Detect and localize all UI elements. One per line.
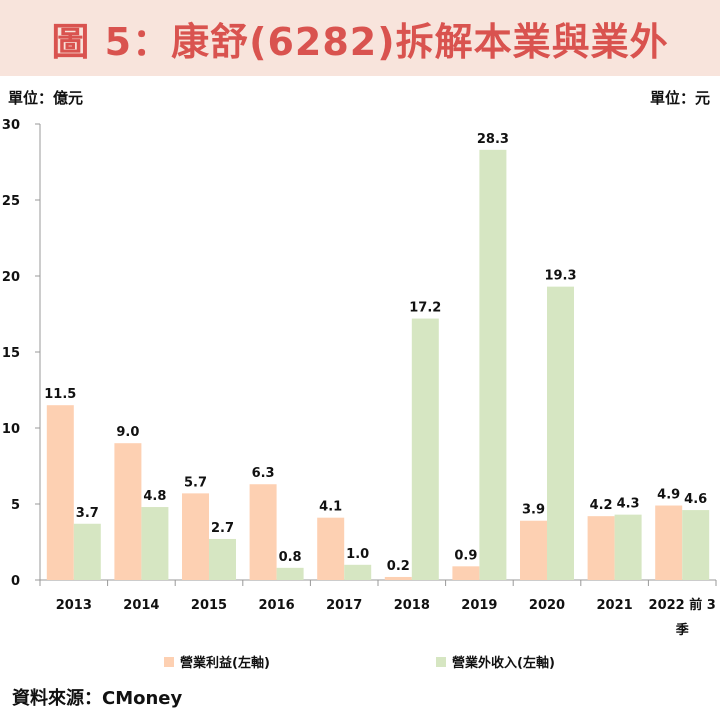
x-tick-label: 2021 bbox=[597, 598, 633, 613]
y-tick-label: 15 bbox=[2, 346, 20, 361]
x-tick-label: 2016 bbox=[259, 598, 295, 613]
data-label: 0.9 bbox=[454, 548, 477, 563]
bar-operating-income bbox=[587, 516, 615, 580]
data-label: 3.7 bbox=[76, 506, 99, 521]
bar-operating-income bbox=[317, 517, 345, 580]
data-label: 0.2 bbox=[387, 559, 410, 574]
legend-swatch-operating-income bbox=[164, 656, 174, 667]
legend-item-non-operating-income: 營業外收入(左軸) bbox=[436, 652, 555, 671]
legend-label-operating-income: 營業利益(左軸) bbox=[180, 656, 270, 671]
y-tick-label: 10 bbox=[2, 422, 20, 437]
legend-swatch-non-operating-income bbox=[436, 656, 446, 667]
data-label: 3.9 bbox=[522, 503, 545, 518]
bar-operating-income bbox=[452, 566, 480, 580]
data-label: 17.2 bbox=[409, 301, 441, 316]
y-tick-label: 30 bbox=[2, 118, 20, 133]
bar-non-operating-income bbox=[209, 538, 236, 580]
data-label: 4.8 bbox=[143, 489, 166, 504]
bar-operating-income bbox=[182, 493, 209, 580]
y-tick-label: 25 bbox=[2, 194, 20, 209]
bar-non-operating-income bbox=[141, 507, 169, 580]
left-axis-unit: 單位：億元 bbox=[8, 89, 84, 107]
y-tick-label: 20 bbox=[2, 270, 20, 285]
source-note: 資料來源：CMoney bbox=[12, 688, 183, 709]
chart-title: 圖 5：康舒(6282)拆解本業與業外 bbox=[51, 19, 669, 64]
data-label: 4.2 bbox=[590, 498, 613, 513]
x-tick-label: 2019 bbox=[461, 598, 497, 613]
x-tick-label: 2022 前 3 bbox=[649, 597, 716, 613]
x-tick-label: 2013 bbox=[56, 598, 92, 613]
bar-operating-income bbox=[384, 576, 412, 580]
data-label: 4.6 bbox=[684, 492, 707, 507]
bar-non-operating-income bbox=[614, 514, 642, 580]
x-tick-label: 季 bbox=[675, 622, 689, 638]
data-label: 6.3 bbox=[252, 466, 275, 481]
data-label: 2.7 bbox=[211, 521, 234, 536]
bar-non-operating-income bbox=[344, 564, 372, 580]
bar-non-operating-income bbox=[682, 510, 710, 580]
bar-operating-income bbox=[46, 405, 74, 580]
data-label: 4.1 bbox=[319, 500, 342, 515]
x-tick-label: 2020 bbox=[529, 598, 565, 613]
legend-label-non-operating-income: 營業外收入(左軸) bbox=[452, 656, 555, 671]
x-tick-label: 2014 bbox=[123, 598, 159, 613]
bar-operating-income bbox=[249, 484, 277, 580]
x-tick-label: 2017 bbox=[326, 598, 362, 613]
legend-item-operating-income: 營業利益(左軸) bbox=[164, 652, 270, 671]
right-axis-unit: 單位：元 bbox=[649, 89, 710, 107]
bar-operating-income bbox=[655, 505, 683, 580]
bar-non-operating-income bbox=[547, 286, 574, 580]
data-label: 11.5 bbox=[44, 387, 76, 402]
x-tick-label: 2018 bbox=[394, 598, 430, 613]
data-label: 19.3 bbox=[544, 269, 576, 284]
bar-non-operating-income bbox=[276, 567, 304, 580]
data-label: 0.8 bbox=[279, 550, 302, 565]
bar-operating-income bbox=[114, 443, 142, 580]
x-tick-label: 2015 bbox=[191, 598, 227, 613]
data-label: 28.3 bbox=[477, 132, 509, 147]
data-label: 4.9 bbox=[657, 488, 680, 503]
data-label: 5.7 bbox=[184, 475, 207, 490]
bar-non-operating-income bbox=[411, 318, 439, 580]
bar-non-operating-income bbox=[479, 149, 507, 580]
data-label: 1.0 bbox=[346, 547, 369, 562]
y-tick-label: 5 bbox=[11, 498, 20, 513]
bar-non-operating-income bbox=[73, 523, 101, 580]
title-banner: 圖 5：康舒(6282)拆解本業與業外 bbox=[0, 0, 720, 76]
data-label: 9.0 bbox=[116, 425, 139, 440]
data-label: 4.3 bbox=[617, 497, 640, 512]
bar-operating-income bbox=[520, 520, 547, 580]
y-tick-label: 0 bbox=[11, 574, 20, 589]
